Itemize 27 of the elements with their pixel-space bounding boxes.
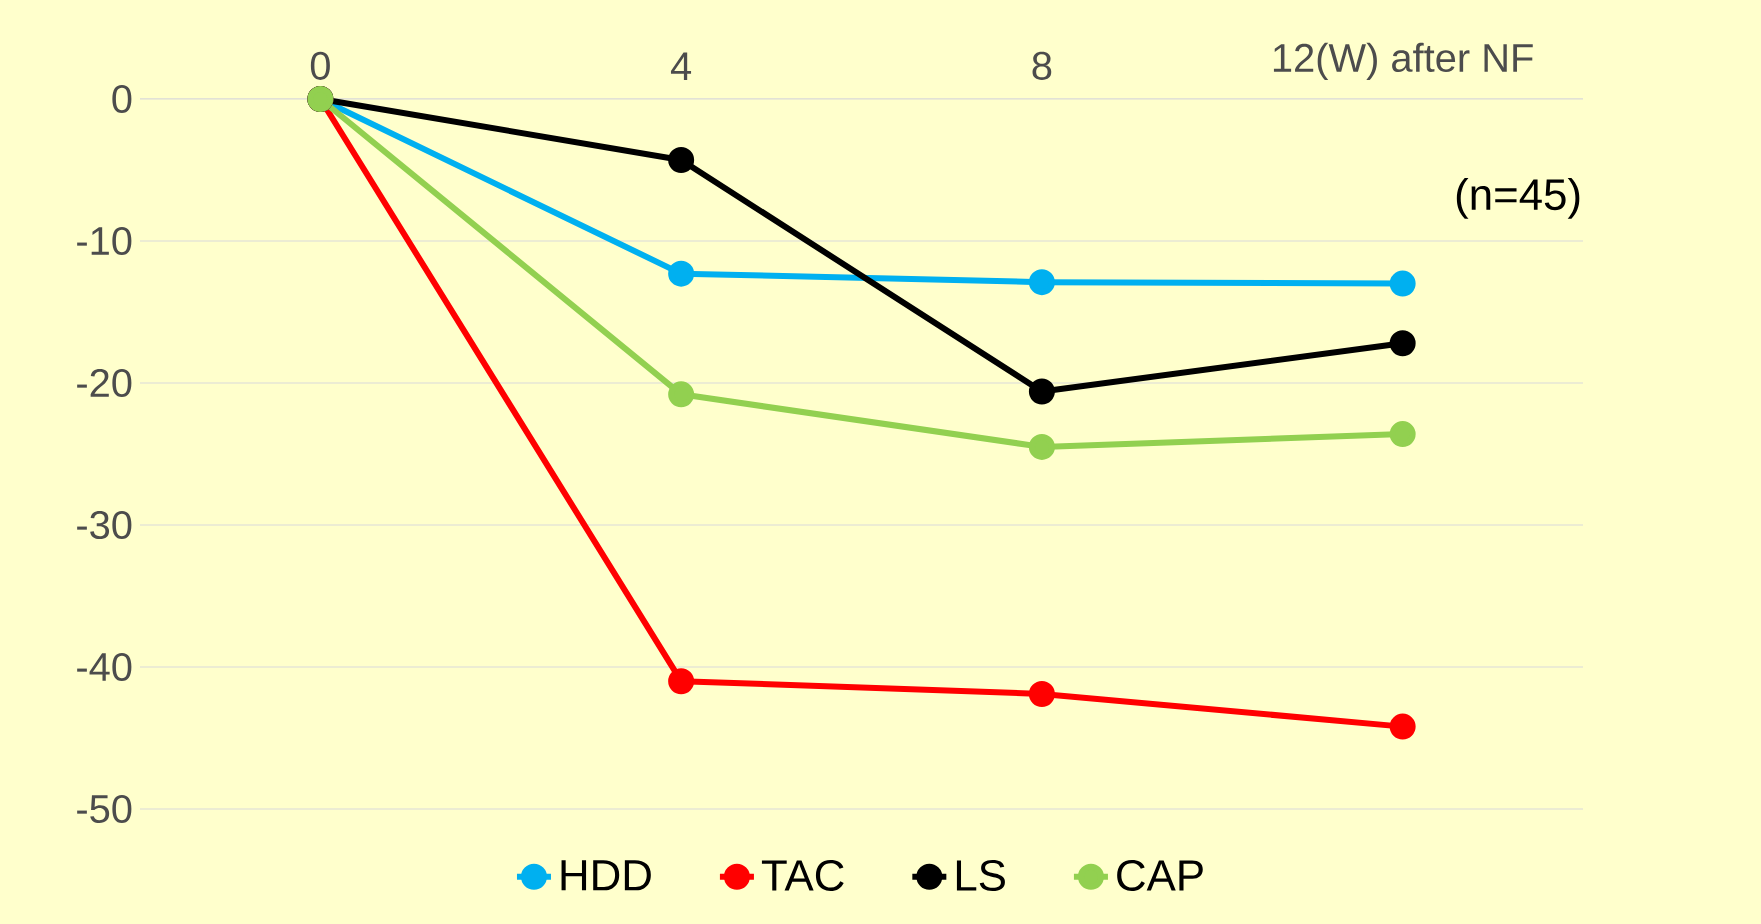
- legend-label: CAP: [1117, 859, 1203, 891]
- y-tick-label: -40: [77, 652, 132, 682]
- point: [668, 381, 695, 408]
- point: [1389, 421, 1416, 448]
- legend-label: HDD: [561, 860, 651, 891]
- point: [1389, 270, 1416, 297]
- y-tick-label: 0: [112, 84, 132, 114]
- point: [1028, 269, 1055, 296]
- y-tick-label: -50: [77, 794, 132, 824]
- point: [1028, 433, 1055, 460]
- legend-label: TAC: [761, 859, 844, 891]
- legend-label: LS: [956, 859, 1005, 891]
- point: [668, 260, 695, 287]
- y-tick-label: -10: [77, 226, 132, 256]
- y-tick-label: -30: [77, 510, 132, 540]
- x-tick-label: 4: [670, 52, 692, 80]
- y-tick-label: -20: [77, 368, 132, 398]
- point: [1028, 378, 1055, 405]
- point: [668, 668, 695, 695]
- point: [1389, 330, 1416, 357]
- point: [1028, 680, 1055, 707]
- annotation: (n=45): [1456, 177, 1580, 219]
- x-tick-label: 0: [310, 51, 330, 80]
- point: [668, 147, 695, 174]
- x-tick-label: 12(W) after NF: [1273, 42, 1533, 80]
- x-tick-label: 8: [1032, 51, 1052, 80]
- point: [1389, 713, 1416, 740]
